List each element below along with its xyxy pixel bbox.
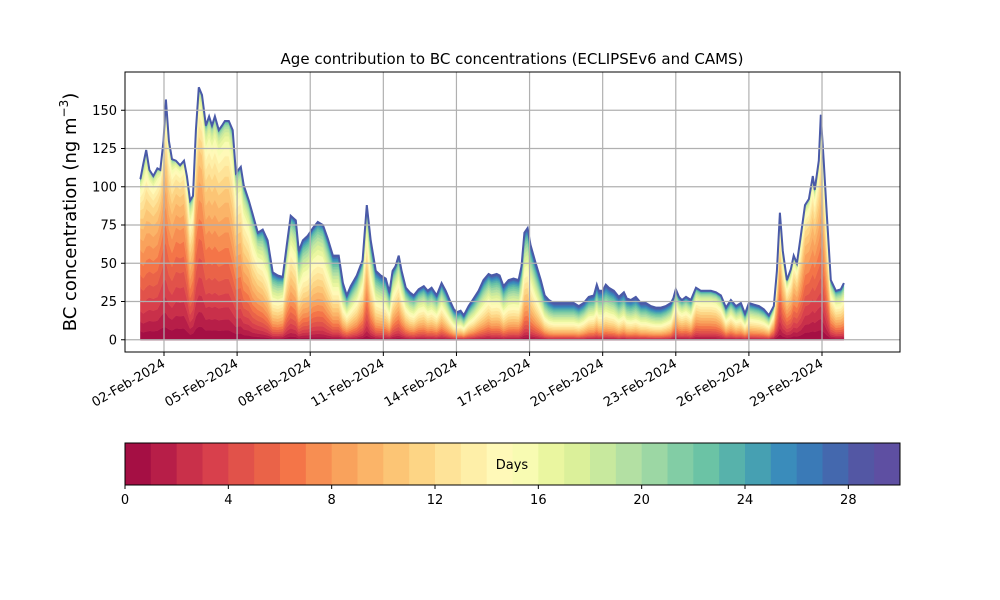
colorbar-frame — [124, 442, 901, 486]
y-axis-label-superscript: −3 — [57, 100, 71, 118]
colorbar-band-20 — [641, 443, 668, 485]
colorbar-tick-label: 8 — [328, 493, 336, 508]
colorbar-ticks: 0 4 8 12 16 20 24 28 — [121, 485, 857, 508]
colorbar-tick-label: 16 — [530, 493, 547, 508]
y-tick-label: 0 — [109, 333, 117, 348]
colorbar-band-3 — [202, 443, 229, 485]
colorbar-tick-label: 4 — [224, 493, 232, 508]
colorbar-band-24 — [745, 443, 772, 485]
chart-title: Age contribution to BC concentrations (E… — [281, 50, 744, 68]
colorbar-band-16 — [538, 443, 565, 485]
colorbar-band-15 — [512, 443, 539, 485]
colorbar-band-4 — [228, 443, 255, 485]
colorbar-tick-label: 20 — [633, 493, 650, 508]
colorbar-bands — [125, 443, 901, 485]
colorbar-band-14 — [486, 443, 513, 485]
colorbar-band-10 — [383, 443, 410, 485]
colorbar-band-19 — [615, 443, 643, 485]
colorbar-band-12 — [435, 443, 462, 485]
colorbar-band-0 — [125, 443, 152, 485]
colorbar-band-28 — [848, 443, 875, 485]
colorbar-band-2 — [176, 443, 203, 485]
colorbar-band-23 — [719, 443, 746, 485]
y-tick-label: 50 — [100, 257, 117, 272]
colorbar-tick-label: 24 — [737, 493, 754, 508]
y-axis: 0 25 50 75 100 125 150 — [92, 104, 125, 348]
colorbar-band-13 — [460, 443, 488, 485]
y-axis-label: BC concentration (ng m−3) — [57, 93, 81, 332]
plot-frame — [124, 71, 901, 353]
colorbar-band-11 — [409, 443, 436, 485]
y-tick-label: 25 — [100, 295, 117, 310]
colorbar-band-6 — [280, 443, 307, 485]
colorbar-band-1 — [150, 443, 178, 485]
stacked-age-bands — [140, 87, 845, 341]
colorbar-band-29 — [874, 443, 901, 485]
y-tick-label: 75 — [100, 219, 117, 234]
colorbar-tick-label: 12 — [427, 493, 444, 508]
total-envelope-line — [139, 86, 845, 318]
colorbar-label: Days — [496, 458, 529, 473]
colorbar-band-18 — [590, 443, 617, 485]
colorbar-band-22 — [693, 443, 720, 485]
colorbar-band-25 — [770, 443, 798, 485]
colorbar-band-8 — [331, 443, 358, 485]
y-tick-label: 100 — [92, 180, 117, 195]
colorbar-band-5 — [254, 443, 281, 485]
y-tick-label: 150 — [92, 104, 117, 119]
colorbar-band-9 — [357, 443, 384, 485]
colorbar-band-7 — [305, 443, 333, 485]
y-axis-label-text: BC concentration (ng m — [60, 117, 81, 331]
colorbar-band-27 — [822, 443, 849, 485]
y-tick-label: 125 — [92, 142, 117, 157]
y-axis-label-close: ) — [60, 93, 81, 100]
colorbar-tick-label: 0 — [121, 493, 129, 508]
colorbar-band-17 — [564, 443, 591, 485]
colorbar: Days 0 4 8 12 16 20 24 28 — [121, 442, 901, 508]
colorbar-tick-label: 28 — [840, 493, 857, 508]
colorbar-band-21 — [667, 443, 694, 485]
colorbar-band-26 — [796, 443, 823, 485]
grid-lines — [125, 72, 900, 352]
